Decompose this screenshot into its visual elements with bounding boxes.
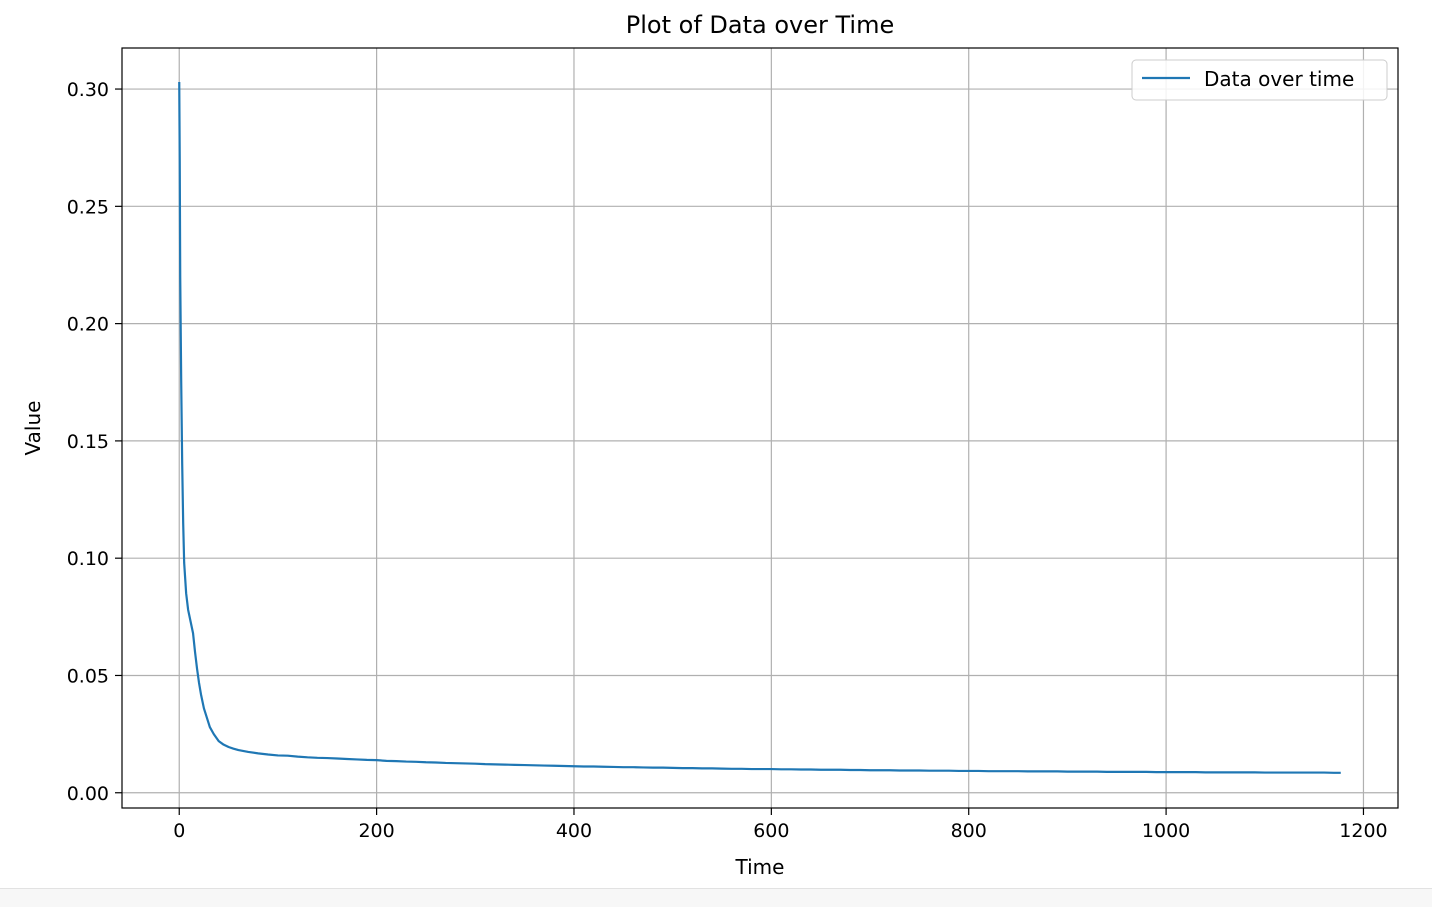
x-axis: 0 200 400 600 800 1000 1200 (173, 808, 1388, 842)
y-tick-label: 0.10 (67, 548, 109, 570)
y-tick-label: 0.05 (67, 665, 109, 687)
legend-box (1131, 59, 1388, 101)
x-tick-label: 200 (358, 820, 394, 842)
x-tick-label: 1000 (1142, 820, 1190, 842)
series-layer (178, 82, 1341, 774)
plot-frame (121, 47, 1399, 809)
y-axis-label: Value (21, 401, 45, 456)
bottom-strip (0, 888, 1432, 907)
x-axis-label: Time (735, 855, 785, 879)
x-tick-label: 400 (556, 820, 592, 842)
y-axis: 0.00 0.05 0.10 0.15 0.20 0.25 0.30 (67, 79, 122, 805)
y-tick-label: 0.15 (67, 431, 109, 453)
x-tick-label: 0 (173, 820, 185, 842)
x-tick-label: 800 (951, 820, 987, 842)
x-tick-label: 1200 (1339, 820, 1387, 842)
y-tick-label: 0.25 (67, 196, 109, 218)
series-line-data-over-time (178, 82, 1341, 774)
y-tick-label: 0.00 (67, 783, 109, 805)
y-tick-label: 0.30 (67, 79, 109, 101)
legend: Data over time (1131, 59, 1388, 101)
y-tick-label: 0.20 (67, 314, 109, 336)
legend-label: Data over time (1204, 67, 1354, 91)
chart-title: Plot of Data over Time (626, 11, 894, 39)
x-tick-label: 600 (753, 820, 789, 842)
